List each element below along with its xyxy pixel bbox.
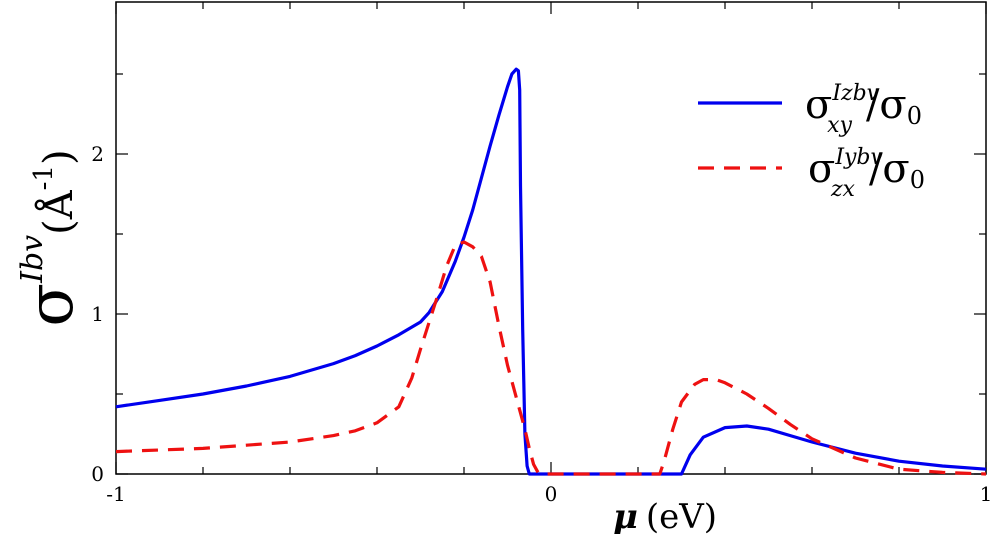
y-axis-superscript: Ibv [15, 235, 50, 284]
y-axis-unit-superscript: -1 [29, 165, 59, 190]
series-line-solid [115, 67, 987, 476]
plot-frame [115, 1, 987, 475]
legend-label-2: σIybv zx/σ0 [808, 145, 925, 202]
y-tick-label: 0 [91, 462, 104, 486]
y-axis-close-paren: ) [36, 149, 82, 165]
y-tick-label: 1 [91, 302, 104, 326]
y-axis-symbol: σ [14, 283, 88, 327]
x-tick-label: -1 [106, 482, 125, 506]
x-axis-unit: (eV) [646, 497, 717, 534]
plot-area [115, 1, 987, 476]
y-axis-unit: (Å [35, 189, 82, 235]
y-tick-label: 2 [91, 142, 104, 166]
series-layer [115, 67, 987, 476]
legend-label-1: σIzbv xy/σ0 [805, 81, 922, 138]
x-axis-label: μ (eV) [613, 497, 717, 534]
y-axis-label: σIbv(Å-1) [14, 149, 88, 326]
x-axis-symbol: μ [613, 497, 638, 534]
x-tick-label: 1 [980, 482, 990, 506]
series-line-dashed [115, 240, 987, 476]
legend: σIzbv xy/σ0 σIybv zx/σ0 [698, 81, 925, 202]
x-tick-label: 0 [545, 482, 558, 506]
ticks [115, 2, 987, 475]
